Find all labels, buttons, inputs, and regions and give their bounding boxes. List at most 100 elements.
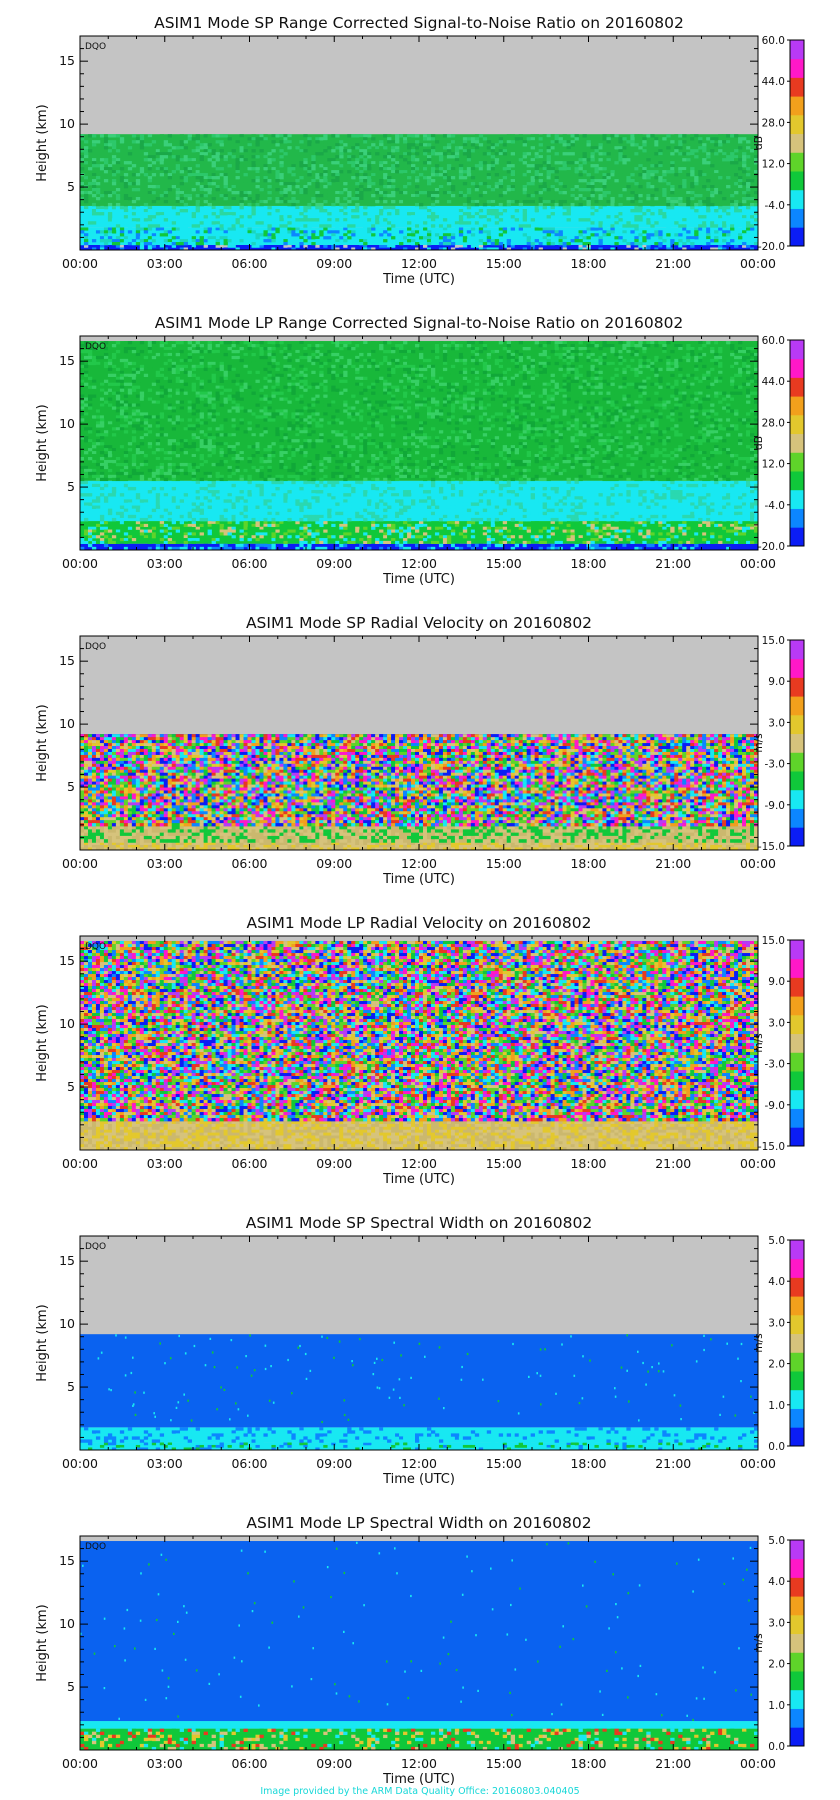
data-cell — [662, 524, 666, 527]
data-cell — [267, 518, 271, 521]
data-cell — [714, 209, 718, 212]
data-cell — [343, 218, 347, 221]
data-cell — [594, 530, 598, 533]
data-cell — [355, 134, 359, 137]
data-cell — [315, 191, 319, 194]
data-cell — [180, 137, 184, 140]
data-cell — [559, 509, 563, 512]
data-cell — [487, 518, 491, 521]
data-cell — [475, 239, 479, 242]
data-cell — [678, 524, 682, 527]
data-cell — [658, 521, 662, 524]
data-cell — [670, 218, 674, 221]
data-cell — [467, 541, 471, 544]
data-cell — [136, 506, 140, 509]
data-cell — [579, 341, 583, 344]
data-cell — [531, 194, 535, 197]
data-cell — [331, 134, 335, 137]
data-cell — [251, 161, 255, 164]
data-cell — [347, 532, 351, 535]
data-cell — [618, 227, 622, 230]
data-cell — [551, 518, 555, 521]
data-cell — [447, 191, 451, 194]
data-cell — [499, 233, 503, 236]
data-cell — [698, 137, 702, 140]
data-cell — [551, 527, 555, 530]
data-cell — [475, 512, 479, 515]
data-cell — [355, 194, 359, 197]
data-cell — [311, 218, 315, 221]
data-cell — [730, 509, 734, 512]
data-cell — [391, 496, 395, 499]
data-cell — [427, 239, 431, 242]
data-cell — [351, 499, 355, 502]
data-cell — [738, 167, 742, 170]
data-cell — [702, 509, 706, 512]
data-cell — [690, 509, 694, 512]
data-cell — [116, 194, 120, 197]
data-cell — [459, 481, 463, 484]
data-cell — [136, 212, 140, 215]
data-cell — [339, 509, 343, 512]
data-cell — [120, 179, 124, 182]
data-cell — [403, 538, 407, 541]
data-cell — [108, 218, 112, 221]
data-cell — [543, 541, 547, 544]
data-cell — [331, 203, 335, 206]
data-cell — [690, 206, 694, 209]
data-cell — [279, 164, 283, 167]
data-cell — [742, 158, 746, 161]
data-cell — [471, 521, 475, 524]
data-cell — [694, 532, 698, 535]
data-cell — [443, 236, 447, 239]
data-cell — [579, 188, 583, 191]
data-cell — [638, 481, 642, 484]
data-cell — [531, 242, 535, 245]
data-cell — [702, 524, 706, 527]
data-cell — [742, 197, 746, 200]
data-cell — [674, 191, 678, 194]
data-cell — [702, 146, 706, 149]
data-cell — [367, 239, 371, 242]
data-cell — [439, 518, 443, 521]
data-cell — [690, 506, 694, 509]
data-cell — [339, 170, 343, 173]
data-cell — [718, 509, 722, 512]
data-cell — [511, 209, 515, 212]
data-cell — [299, 152, 303, 155]
data-cell — [267, 227, 271, 230]
data-cell — [698, 140, 702, 143]
data-cell — [670, 493, 674, 496]
data-cell — [104, 499, 108, 502]
data-cell — [176, 218, 180, 221]
data-cell — [746, 527, 750, 530]
data-cell — [311, 197, 315, 200]
data-cell — [152, 245, 156, 248]
data-cell — [710, 185, 714, 188]
data-cell — [259, 506, 263, 509]
data-cell — [176, 227, 180, 230]
data-cell — [535, 134, 539, 137]
data-cell — [228, 152, 232, 155]
data-cell — [347, 194, 351, 197]
data-cell — [311, 206, 315, 209]
data-cell — [112, 161, 116, 164]
data-cell — [606, 502, 610, 505]
data-cell — [710, 218, 714, 221]
data-cell — [435, 215, 439, 218]
data-cell — [654, 221, 658, 224]
data-cell — [363, 502, 367, 505]
data-cell — [164, 496, 168, 499]
data-cell — [722, 140, 726, 143]
data-cell — [571, 182, 575, 185]
data-cell — [124, 484, 128, 487]
data-cell — [152, 527, 156, 530]
data-cell — [435, 194, 439, 197]
data-cell — [212, 209, 216, 212]
data-cell — [499, 167, 503, 170]
data-cell — [104, 484, 108, 487]
data-cell — [571, 197, 575, 200]
data-cell — [718, 532, 722, 535]
data-cell — [403, 218, 407, 221]
data-cell — [678, 499, 682, 502]
